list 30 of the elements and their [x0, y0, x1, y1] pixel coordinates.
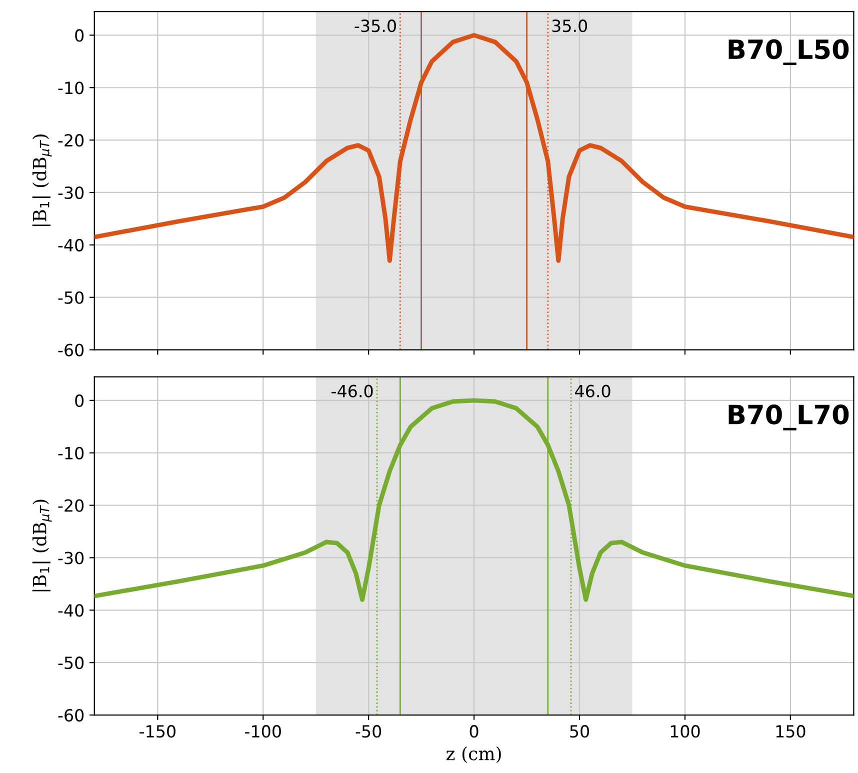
x-tick-label: 0 [470, 725, 478, 738]
y-tick-label: -60 [58, 708, 84, 722]
y-tick-label: -50 [58, 656, 84, 670]
y-tick-label: 0 [75, 29, 84, 42]
y-axis-title: |B$_{1}$| (dB$_{μT}$) [32, 134, 52, 226]
y-tick-label: -60 [58, 344, 84, 356]
x-tick-label: -100 [245, 725, 281, 738]
x-tick-label: -150 [140, 725, 176, 738]
ref-line-label: -35.0 [354, 20, 396, 32]
y-tick-label: -40 [58, 238, 84, 252]
y-tick-label: -20 [58, 134, 84, 147]
y-tick-label: -10 [58, 446, 84, 460]
annotation: B70_L50 [728, 39, 849, 66]
x-tick-label: 100 [670, 725, 700, 738]
y-tick-label: 0 [75, 394, 84, 407]
y-tick-label: -20 [58, 499, 84, 512]
x-tick-label: 150 [776, 725, 806, 738]
y-tick-label: -30 [58, 186, 84, 200]
y-axis-title: |B$_{1}$| (dB$_{μT}$) [32, 500, 52, 592]
x-tick-label: 50 [570, 725, 590, 738]
x-axis-title: z (cm) [446, 746, 501, 763]
y-tick-label: -40 [58, 604, 84, 617]
ref-line-label: 46.0 [575, 384, 610, 398]
x-tick-label: -50 [356, 725, 382, 738]
ref-line-label: 35.0 [552, 20, 588, 32]
ref-line-label: -46.0 [332, 384, 373, 398]
y-tick-label: -50 [58, 291, 84, 304]
y-tick-label: -10 [58, 82, 84, 94]
annotation: B70_L70 [728, 404, 849, 430]
y-tick-label: -30 [58, 552, 84, 564]
